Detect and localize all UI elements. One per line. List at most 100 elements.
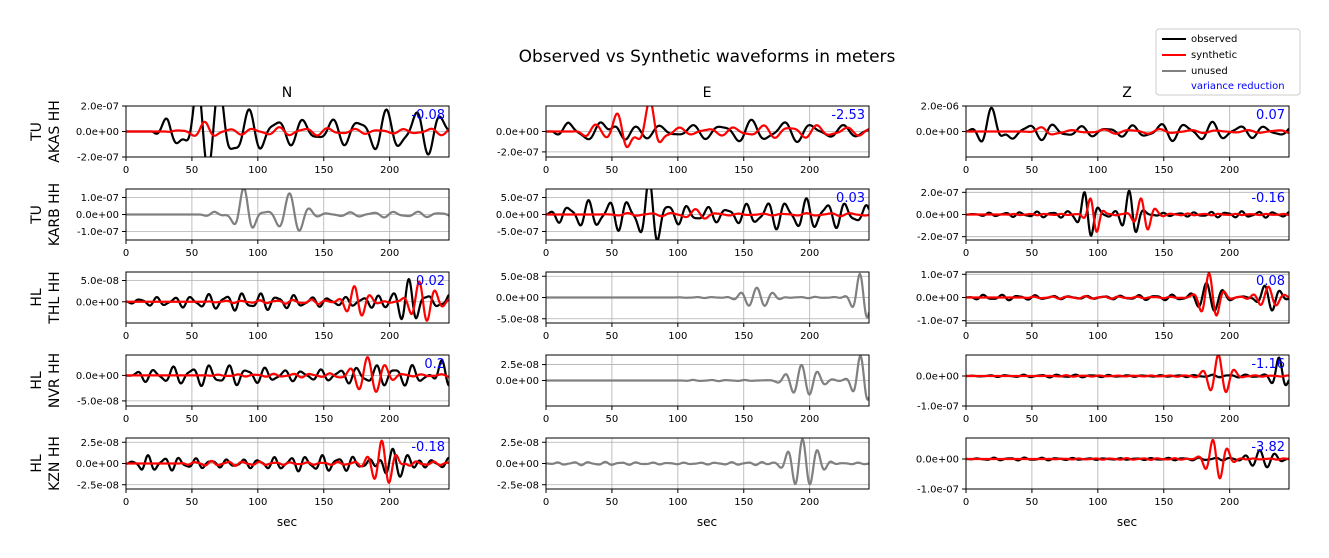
x-tick-label: 150 [734, 331, 753, 342]
y-tick-label: 2.0e-06 [921, 102, 959, 113]
observed-trace [126, 277, 449, 321]
variance-reduction-label: -0.08 [411, 108, 445, 123]
row-label-station: KZN HH [47, 436, 63, 491]
y-tick-label: 0.0e+00 [76, 297, 119, 308]
synthetic-trace [126, 356, 449, 393]
x-tick-label: 50 [186, 165, 199, 176]
y-tick-label: 0.0e+00 [76, 210, 119, 221]
waveform-group [126, 277, 449, 322]
observed-trace [126, 359, 449, 388]
row-label-station: AKAS HH [47, 100, 63, 162]
y-tick-label: 2.0e-07 [81, 102, 119, 113]
y-tick-label: -1.0e-07 [77, 227, 119, 238]
waveform-group [546, 272, 869, 319]
panel-frame [965, 437, 1290, 490]
x-tick-label: 200 [1220, 497, 1239, 508]
waveform-group [546, 106, 869, 149]
row-label-network: HL [29, 454, 45, 473]
x-tick-label: 50 [186, 248, 199, 259]
y-tick-label: 1.0e-07 [921, 270, 959, 281]
x-tick-label: 0 [963, 497, 969, 508]
panel-tu-karb-hh-e: 0 50 100 150 200 5.0e-07 0.0e+00 -5.0e-07 0.03 [496, 188, 870, 259]
panel-hl-nvr-hh-n: 0 50 100 150 200 0.0e+00 -5.0e-08 0.2 [76, 354, 450, 425]
x-tick-label: 200 [800, 165, 819, 176]
x-tick-label: 150 [734, 497, 753, 508]
panel-hl-kzn-hh-z: 0 50 100 150 200 0.0e+00 -1.0e-07 -3.82 [916, 437, 1290, 508]
x-tick-label: 150 [314, 414, 333, 425]
y-tick-label: -2.0e-07 [917, 232, 959, 243]
waveform-group [966, 438, 1289, 480]
synthetic-trace [966, 272, 1289, 317]
x-tick-label: 200 [800, 248, 819, 259]
x-tick-label: 200 [380, 331, 399, 342]
unused-trace [546, 272, 869, 319]
y-tick-label: 1.0e-07 [81, 193, 119, 204]
y-tick-label: 0.0e+00 [76, 459, 119, 470]
x-tick-label: 100 [248, 248, 267, 259]
x-tick-label: 150 [734, 414, 753, 425]
y-tick-label: 0.0e+00 [496, 127, 539, 138]
panel-tu-akas-hh-z: 0 50 100 150 200 2.0e-06 0.0e+00 0.07 [916, 102, 1290, 176]
x-tick-label: 150 [314, 165, 333, 176]
waveform-group [546, 355, 869, 401]
x-tick-label: 100 [668, 414, 687, 425]
y-tick-label: 0.0e+00 [76, 371, 119, 382]
column-title-n: N [282, 85, 292, 101]
x-tick-label: 100 [248, 414, 267, 425]
x-tick-label: 150 [1154, 497, 1173, 508]
x-tick-label: 0 [963, 165, 969, 176]
waveform-group [546, 438, 869, 486]
panel-hl-nvr-hh-e: 0 50 100 150 200 2.5e-08 0.0e+00 [496, 354, 870, 425]
x-tick-label: 0 [123, 414, 129, 425]
variance-reduction-label: 0.07 [1256, 108, 1285, 123]
y-tick-label: 5.0e-07 [501, 193, 539, 204]
x-tick-label: 100 [1088, 248, 1107, 259]
x-tick-label: 100 [668, 331, 687, 342]
row-label-network: HL [29, 371, 45, 390]
legend-unused-label: unused [1191, 66, 1228, 77]
panel-tu-karb-hh-z: 0 50 100 150 200 2.0e-07 0.0e+00 -2.0e-07 -0.16 [916, 188, 1290, 259]
variance-reduction-label: -1.16 [1251, 357, 1285, 372]
waveform-group [126, 189, 449, 232]
x-tick-label: 0 [963, 331, 969, 342]
x-axis-label-e: sec [697, 515, 717, 529]
y-tick-label: -2.0e-07 [77, 153, 119, 164]
x-tick-label: 0 [963, 414, 969, 425]
variance-reduction-label: -0.16 [1251, 191, 1285, 206]
y-tick-label: 0.0e+00 [916, 455, 959, 466]
unused-trace [126, 189, 449, 232]
observed-trace [546, 118, 869, 144]
x-tick-label: 200 [800, 331, 819, 342]
waveform-group [966, 355, 1289, 394]
x-tick-label: 200 [380, 414, 399, 425]
waveform-group [126, 356, 449, 393]
x-tick-label: 150 [1154, 414, 1173, 425]
x-tick-label: 200 [380, 248, 399, 259]
x-tick-label: 200 [800, 497, 819, 508]
x-tick-label: 50 [606, 331, 619, 342]
variance-reduction-label: -3.82 [1251, 440, 1285, 455]
observed-trace [546, 189, 869, 240]
panel-hl-thl-hh-n: 0 50 100 150 200 5.0e-08 0.0e+00 0.02 [76, 271, 450, 342]
y-tick-label: 2.5e-08 [501, 360, 539, 371]
row-label-station: THL HH [47, 271, 63, 324]
x-axis-label-z: sec [1117, 515, 1137, 529]
x-tick-label: 50 [186, 331, 199, 342]
panel-frame [125, 271, 450, 324]
variance-reduction-label: -0.18 [411, 440, 445, 455]
y-tick-label: -1.0e-07 [917, 485, 959, 496]
x-tick-label: 0 [543, 331, 549, 342]
panel-hl-thl-hh-z: 0 50 100 150 200 1.0e-07 0.0e+00 -1.0e-07 0.08 [916, 270, 1290, 342]
x-tick-label: 0 [963, 248, 969, 259]
waveform-group [966, 106, 1289, 143]
x-tick-label: 50 [1026, 331, 1039, 342]
observed-trace [966, 106, 1289, 143]
variance-reduction-label: 0.03 [836, 191, 865, 206]
waveform-group [966, 272, 1289, 317]
y-tick-label: 0.0e+00 [916, 293, 959, 304]
x-tick-label: 50 [606, 248, 619, 259]
y-tick-label: -5.0e-08 [77, 396, 119, 407]
synthetic-trace [126, 439, 449, 484]
panel-grid: 0 50 100 150 200 2.0e-07 0.0e+00 -2.0e-07 -0.08 0… [29, 100, 1290, 508]
x-tick-label: 50 [1026, 497, 1039, 508]
